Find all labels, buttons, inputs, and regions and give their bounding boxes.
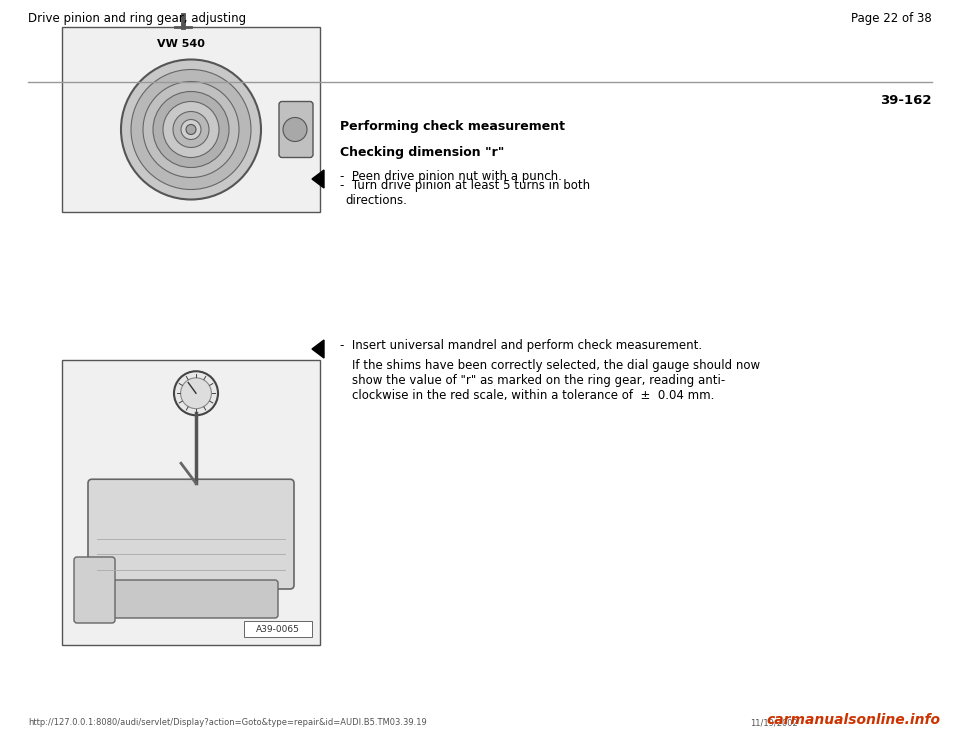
Polygon shape — [312, 340, 324, 358]
Circle shape — [283, 117, 307, 142]
FancyBboxPatch shape — [279, 102, 313, 157]
FancyBboxPatch shape — [104, 580, 278, 618]
Circle shape — [143, 82, 239, 177]
Polygon shape — [312, 170, 324, 188]
Text: Checking dimension "r": Checking dimension "r" — [340, 146, 504, 159]
Text: 11/19/2002: 11/19/2002 — [750, 718, 798, 727]
Circle shape — [180, 378, 211, 409]
Circle shape — [121, 59, 261, 200]
Bar — [62, 360, 320, 645]
Text: If the shims have been correctly selected, the dial gauge should now: If the shims have been correctly selecte… — [352, 359, 760, 372]
Text: show the value of "r" as marked on the ring gear, reading anti-: show the value of "r" as marked on the r… — [352, 374, 725, 387]
Text: Page 22 of 38: Page 22 of 38 — [852, 12, 932, 25]
Text: http://127.0.0.1:8080/audi/servlet/Display?action=Goto&type=repair&id=AUDI.B5.TM: http://127.0.0.1:8080/audi/servlet/Displ… — [28, 718, 427, 727]
Circle shape — [131, 70, 251, 189]
FancyBboxPatch shape — [74, 557, 115, 623]
Circle shape — [186, 125, 196, 134]
Bar — [62, 27, 320, 212]
FancyBboxPatch shape — [88, 479, 294, 589]
Text: Performing check measurement: Performing check measurement — [340, 120, 565, 133]
Circle shape — [173, 111, 209, 148]
Bar — [244, 621, 312, 637]
Circle shape — [163, 102, 219, 157]
Circle shape — [174, 371, 218, 416]
Text: A39-0065: A39-0065 — [256, 625, 300, 634]
Text: -  Peen drive pinion nut with a punch.: - Peen drive pinion nut with a punch. — [340, 170, 562, 183]
Circle shape — [181, 119, 201, 139]
Text: -  Turn drive pinion at least 5 turns in both: - Turn drive pinion at least 5 turns in … — [340, 179, 590, 192]
Circle shape — [153, 91, 229, 168]
Text: directions.: directions. — [345, 194, 407, 207]
Text: carmanualsonline.info: carmanualsonline.info — [766, 713, 940, 727]
Text: clockwise in the red scale, within a tolerance of  ±  0.04 mm.: clockwise in the red scale, within a tol… — [352, 389, 714, 402]
Text: VW 540: VW 540 — [157, 39, 204, 49]
Text: -  Insert universal mandrel and perform check measurement.: - Insert universal mandrel and perform c… — [340, 339, 702, 352]
Text: 39-162: 39-162 — [880, 94, 932, 107]
Text: Drive pinion and ring gear, adjusting: Drive pinion and ring gear, adjusting — [28, 12, 246, 25]
